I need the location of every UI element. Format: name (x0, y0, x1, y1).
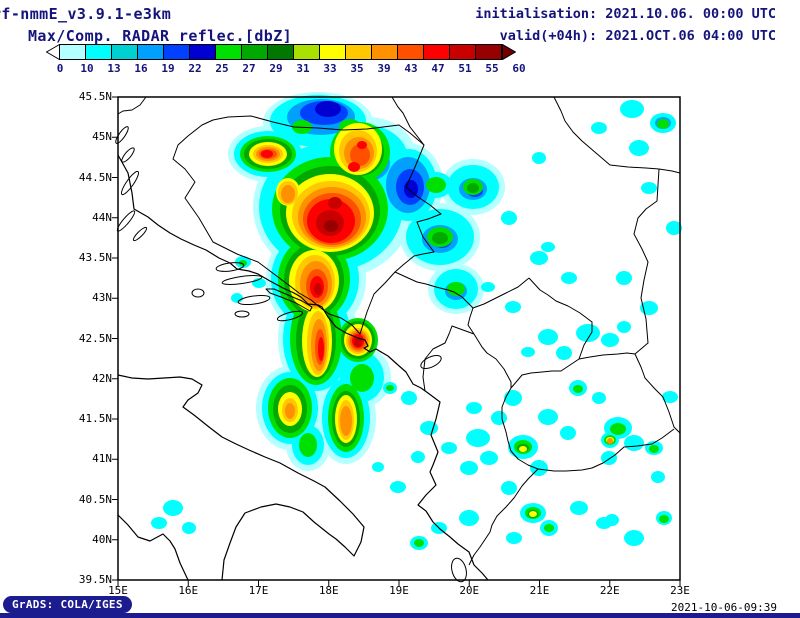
colorbar-cell (189, 44, 216, 60)
colorbar-tick-label: 31 (296, 62, 310, 75)
colorbar-cells (59, 44, 502, 60)
lat-tick-marks (112, 96, 118, 581)
colorbar-tick-label: 43 (404, 62, 418, 75)
colorbar-tick-label: 29 (269, 62, 283, 75)
colorbar-tick-label: 25 (215, 62, 229, 75)
colorbar-tick-label: 35 (350, 62, 364, 75)
colorbar-cell (137, 44, 164, 60)
colorbar-tick-label: 22 (188, 62, 202, 75)
lat-tick-label: 40.5N (78, 492, 112, 506)
country-borders (117, 96, 681, 566)
lon-tick-label: 19E (389, 584, 409, 597)
colorbar-cell (293, 44, 320, 60)
lat-tick-label: 44.5N (78, 170, 112, 184)
product-title: Max/Comp. RADAR reflec.[dbZ] (28, 27, 293, 45)
grads-credit-badge: GrADS: COLA/IGES (3, 596, 132, 613)
echo-layer-55-60dbz (324, 220, 338, 232)
colorbar-cell (371, 44, 398, 60)
colorbar-cell (215, 44, 242, 60)
peljesac-peninsula (265, 288, 313, 312)
radar-map-plot (112, 92, 682, 586)
islands (115, 126, 467, 583)
valid-time: valid(+04h): 2021.OCT.06 04:00 UTC (499, 28, 776, 44)
colorbar-tick-label: 51 (458, 62, 472, 75)
coastline-balkan (117, 154, 489, 581)
colorbar-tick-label: 55 (485, 62, 499, 75)
lat-tick-label: 45N (92, 130, 112, 144)
model-title: rf-nmmE_v3.9.1-e3km (0, 5, 172, 23)
lat-tick-label: 44N (92, 210, 112, 224)
corfu-island (451, 557, 467, 583)
colorbar-tick-label: 13 (107, 62, 121, 75)
lon-tick-label: 21E (529, 584, 550, 597)
colorbar-tick-label: 16 (134, 62, 148, 75)
coastline-italy-adriatic (117, 374, 365, 581)
lon-tick-label: 20E (459, 584, 480, 597)
colorbar-tick-label: 33 (323, 62, 337, 75)
colorbar-cell (345, 44, 372, 60)
lat-tick-label: 42N (92, 371, 112, 385)
lon-tick-label: 17E (248, 584, 269, 597)
lat-tick-label: 45.5N (78, 90, 112, 103)
colorbar-cell (267, 44, 294, 60)
lon-tick-label: 16E (178, 584, 199, 597)
colorbar-tick-label: 39 (377, 62, 391, 75)
lake-skadar (420, 355, 442, 369)
coastline-italy-tyrrhenian (117, 514, 189, 581)
initialisation-time: initialisation: 2021.10.06. 00:00 UTC (475, 6, 776, 22)
lon-tick-label: 18E (318, 584, 339, 597)
colorbar-cell (111, 44, 138, 60)
lon-tick-label: 15E (108, 584, 128, 597)
left-arrow-shape (46, 44, 60, 60)
colorbar-cell (397, 44, 424, 60)
lon-tick-label: 23E (670, 584, 690, 597)
colorbar-cell (85, 44, 112, 60)
colorbar-cell (319, 44, 346, 60)
lat-tick-label: 43.5N (78, 251, 112, 264)
lon-tick-label: 22E (599, 584, 620, 597)
lat-tick-label: 43N (92, 291, 112, 305)
right-arrow-shape (502, 44, 516, 60)
creation-timestamp: 2021-10-06-09:39 (671, 601, 777, 614)
lat-tick-label: 41.5N (78, 412, 112, 425)
lat-tick-label: 41N (92, 452, 112, 466)
colorbar-right-arrow-icon (502, 44, 516, 60)
colorbar-legend (46, 44, 516, 60)
lat-tick-label: 39.5N (78, 573, 112, 586)
coastlines (117, 154, 489, 581)
colorbar-cell (423, 44, 450, 60)
lon-tick-marks (117, 580, 681, 586)
colorbar-cell (163, 44, 190, 60)
echo-layer-47-51dbz (261, 141, 367, 361)
colorbar-cell (449, 44, 476, 60)
colorbar-tick-label: 10 (80, 62, 94, 75)
colorbar-tick-label: 19 (161, 62, 175, 75)
lat-tick-label: 42.5N (78, 331, 112, 345)
colorbar-tick-label: 60 (512, 62, 526, 75)
colorbar-tick-label: 47 (431, 62, 445, 75)
colorbar-cell (241, 44, 268, 60)
colorbar-tick-label: 27 (242, 62, 256, 75)
colorbar-cell (59, 44, 86, 60)
colorbar-tick-label: 0 (56, 62, 64, 75)
lat-tick-label: 40N (92, 532, 112, 546)
colorbar-cell (475, 44, 502, 60)
colorbar-left-arrow-icon (46, 44, 60, 60)
bottom-strip (0, 613, 800, 618)
